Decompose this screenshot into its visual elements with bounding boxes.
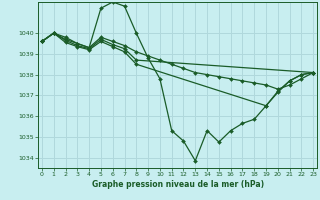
X-axis label: Graphe pression niveau de la mer (hPa): Graphe pression niveau de la mer (hPa) — [92, 180, 264, 189]
